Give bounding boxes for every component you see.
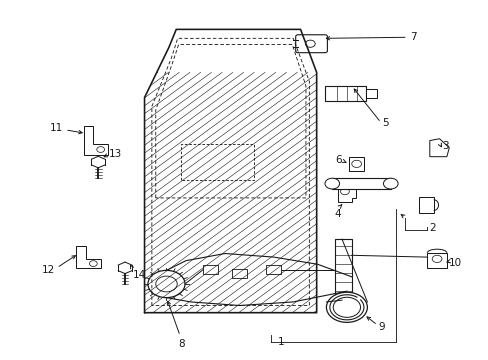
Text: 8: 8 [178,338,184,348]
Bar [331,178,390,189]
Polygon shape [418,197,433,213]
Circle shape [340,188,348,195]
Polygon shape [429,139,448,157]
Bar [266,265,281,274]
Circle shape [326,292,366,322]
Circle shape [332,297,360,318]
Circle shape [325,178,339,189]
Polygon shape [76,246,101,268]
Circle shape [431,255,441,262]
Text: 6: 6 [335,155,341,165]
Circle shape [89,261,97,266]
Bar [334,239,351,300]
Bar [203,265,217,274]
Text: 14: 14 [132,270,145,280]
Bar [366,89,376,98]
Circle shape [148,270,184,298]
Text: 10: 10 [448,258,462,268]
FancyBboxPatch shape [295,35,327,53]
Circle shape [97,147,104,152]
Text: 5: 5 [381,118,388,128]
Circle shape [383,178,397,189]
Text: 13: 13 [109,149,122,159]
Circle shape [351,160,361,167]
Text: 3: 3 [441,141,447,151]
Bar [232,269,246,278]
Polygon shape [348,157,363,171]
Text: 9: 9 [378,322,385,332]
Text: 12: 12 [42,265,55,275]
Text: 2: 2 [428,224,434,233]
Text: 7: 7 [409,32,416,41]
Text: 1: 1 [277,337,284,347]
Text: 11: 11 [50,123,63,133]
Text: 4: 4 [334,209,341,219]
Circle shape [156,276,177,292]
Bar [325,86,366,101]
Circle shape [305,40,315,47]
Bar [427,253,446,268]
Polygon shape [337,186,355,202]
Polygon shape [83,126,108,155]
